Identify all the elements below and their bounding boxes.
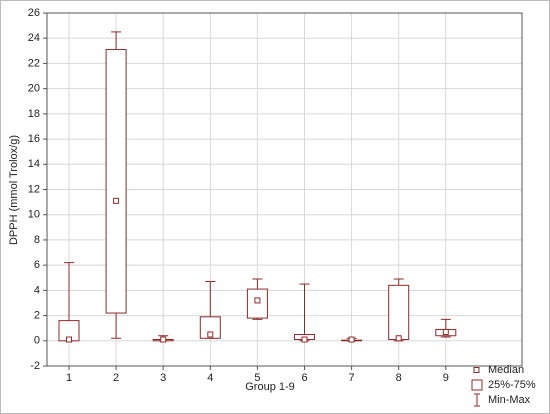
y-tick-label: 6 [34,259,40,271]
median-marker [160,336,167,343]
y-tick-label: 20 [28,83,40,95]
median-marker [207,331,214,338]
x-tick-label: 6 [301,372,307,384]
x-axis-label: Group 1-9 [245,381,295,393]
box [388,284,410,341]
x-tick-label: 8 [396,372,402,384]
y-tick-label: 8 [34,234,40,246]
y-tick-label: 12 [28,183,40,195]
x-tick-label: 3 [160,372,166,384]
y-tick-label: 2 [34,309,40,321]
x-tick-label: 9 [443,372,449,384]
box [105,49,127,314]
x-tick-label: 7 [349,372,355,384]
legend-label: Min-Max [488,394,531,406]
y-tick-label: 16 [28,133,40,145]
y-tick-label: 26 [28,7,40,19]
x-tick-label: 2 [113,372,119,384]
legend-label: Median [488,364,524,376]
median-marker [395,335,402,342]
y-tick-label: 4 [34,284,40,296]
y-tick-label: 14 [28,158,40,170]
median-marker [113,197,120,204]
legend-label: 25%-75% [488,379,536,391]
median-marker [348,336,355,343]
y-tick-label: 24 [28,32,40,44]
y-tick-label: 18 [28,108,40,120]
x-tick-label: 4 [207,372,213,384]
box [199,316,221,339]
y-axis-label: DPPH (mmol Trolox/g) [8,135,20,245]
median-marker [442,328,449,335]
box [246,288,268,319]
legend-median-icon [473,367,480,373]
y-tick-label: 22 [28,57,40,69]
y-tick-label: 0 [34,335,40,347]
median-marker [254,297,261,304]
median-marker [301,336,308,343]
x-tick-label: 1 [66,372,72,384]
x-tick-label: 5 [254,372,260,384]
median-marker [66,336,72,343]
plot-area [46,12,523,367]
y-tick-label: -2 [30,360,40,372]
y-tick-label: 10 [28,209,40,221]
legend-box-icon [471,379,483,391]
